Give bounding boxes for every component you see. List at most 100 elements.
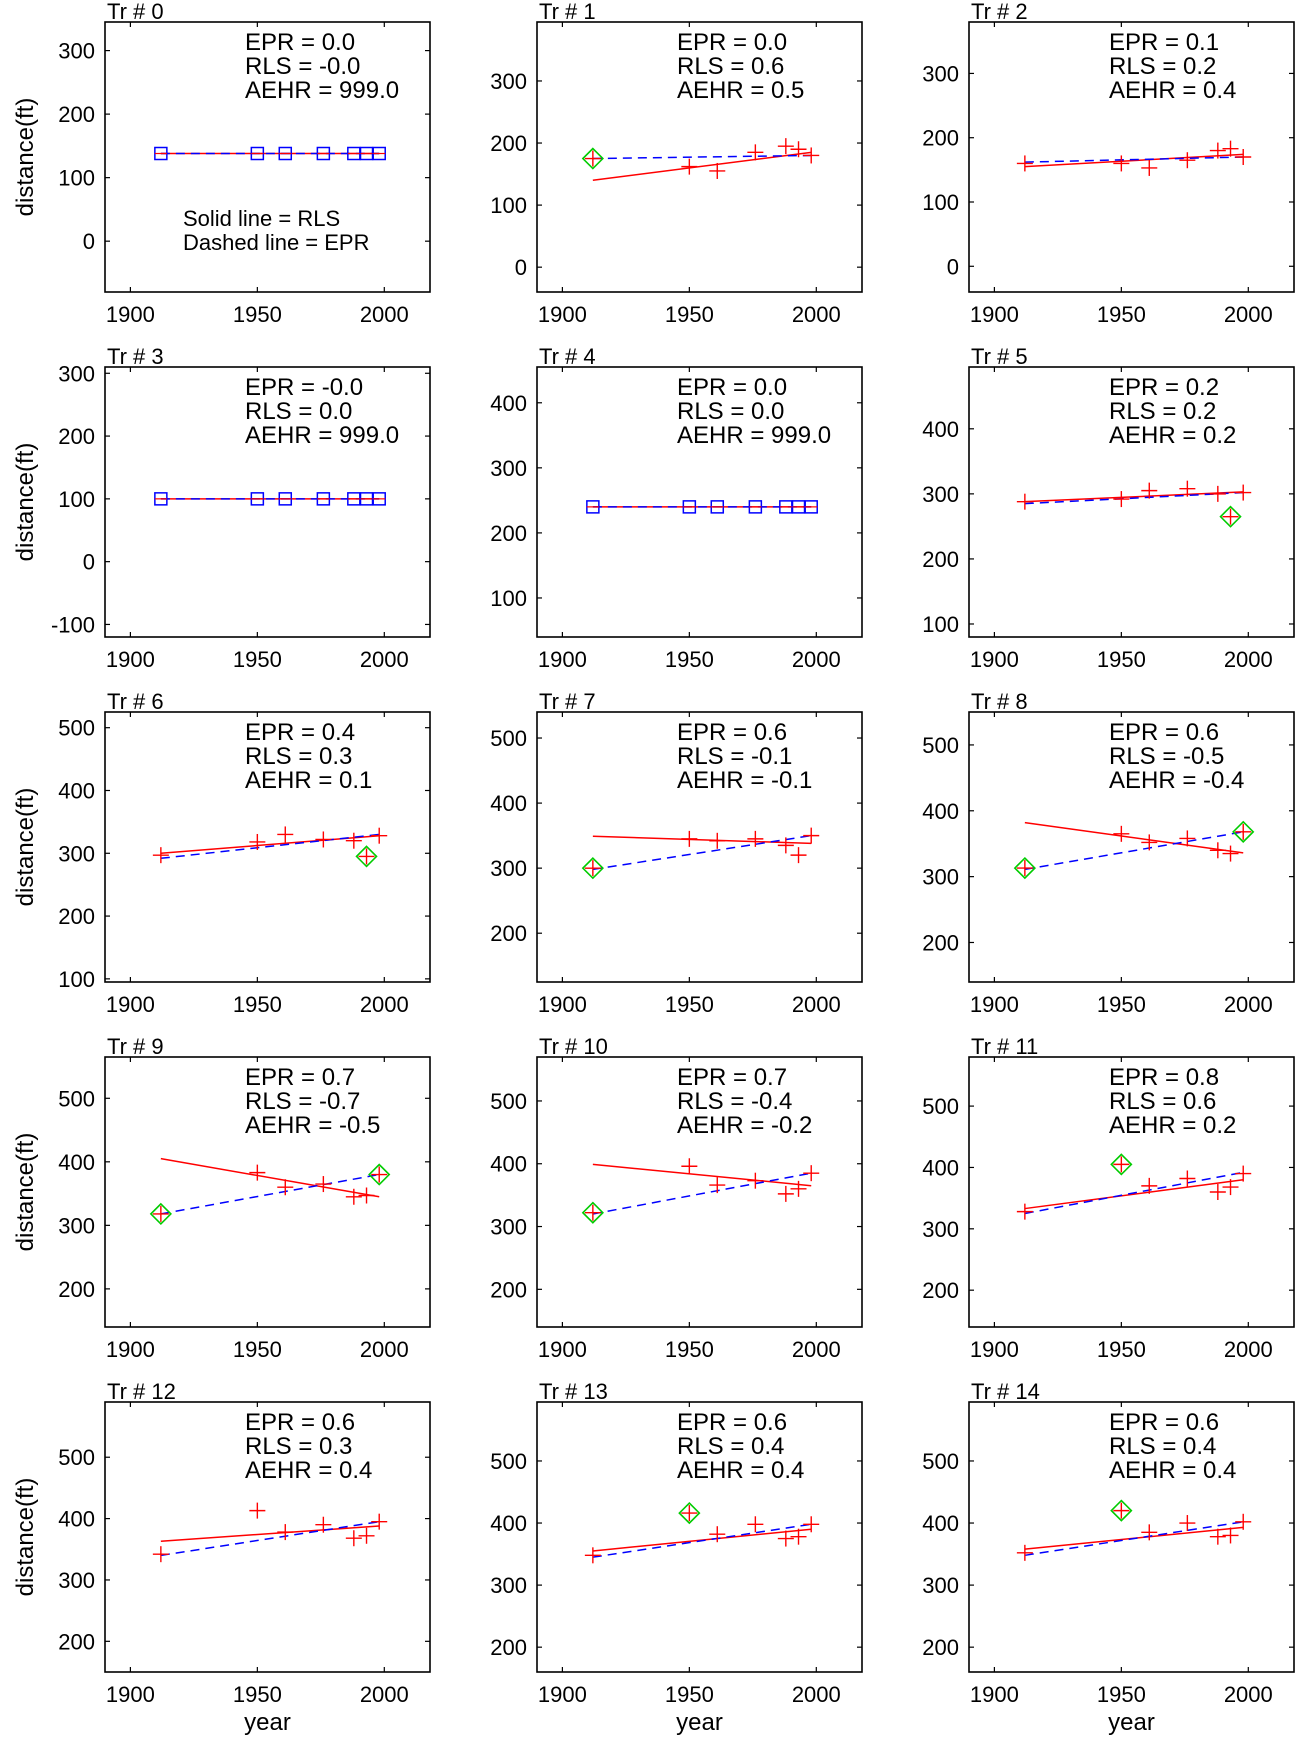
stat-label: RLS = 0.0 bbox=[677, 398, 784, 425]
stat-label: AEHR = 0.2 bbox=[1109, 422, 1236, 449]
y-tick-label: 300 bbox=[922, 865, 959, 890]
stat-label: EPR = 0.6 bbox=[1109, 719, 1219, 746]
stat-label: EPR = 0.4 bbox=[245, 719, 355, 746]
y-tick-label: 500 bbox=[58, 1445, 95, 1470]
plot-frame bbox=[104, 1401, 431, 1673]
epr-line bbox=[1024, 491, 1244, 505]
panel-title: Tr # 0 bbox=[107, 0, 164, 24]
y-tick-label: 400 bbox=[490, 391, 527, 416]
stat-label: RLS = 0.2 bbox=[1109, 53, 1216, 80]
rls-line bbox=[1024, 1178, 1244, 1210]
stat-label: EPR = 0.7 bbox=[245, 1064, 355, 1091]
panel-title: Tr # 14 bbox=[971, 1379, 1040, 1404]
x-tick-label: 2000 bbox=[360, 1337, 409, 1362]
y-tick-label: 200 bbox=[58, 1629, 95, 1654]
x-tick-label: 1950 bbox=[665, 302, 714, 327]
plot-frame bbox=[968, 711, 1295, 983]
y-tick-label: 400 bbox=[490, 791, 527, 816]
stat-label: EPR = 0.6 bbox=[677, 719, 787, 746]
x-tick-label: 1900 bbox=[970, 647, 1019, 672]
stat-label: EPR = 0.1 bbox=[1109, 29, 1219, 56]
rls-line bbox=[592, 151, 812, 182]
stat-label: AEHR = 999.0 bbox=[245, 77, 399, 104]
stat-label: EPR = 0.0 bbox=[677, 29, 787, 56]
data-point-diamond bbox=[355, 845, 378, 868]
epr-line bbox=[592, 834, 812, 871]
panel-title: Tr # 12 bbox=[107, 1379, 176, 1404]
x-tick-label: 1900 bbox=[970, 1337, 1019, 1362]
y-tick-label: 100 bbox=[490, 193, 527, 218]
data-point-diamond bbox=[581, 1201, 604, 1224]
stat-label: RLS = 0.6 bbox=[677, 53, 784, 80]
stat-label: EPR = 0.6 bbox=[245, 1409, 355, 1436]
stat-label: RLS = 0.3 bbox=[245, 1433, 352, 1460]
x-tick-label: 1950 bbox=[233, 647, 282, 672]
x-tick-label: 1900 bbox=[538, 1682, 587, 1707]
y-tick-label: 100 bbox=[58, 166, 95, 191]
panel-title: Tr # 11 bbox=[971, 1034, 1038, 1059]
y-tick-label: 300 bbox=[58, 39, 95, 64]
y-tick-label: 200 bbox=[58, 904, 95, 929]
y-tick-label: 400 bbox=[922, 417, 959, 442]
y-tick-label: 300 bbox=[922, 61, 959, 86]
epr-line bbox=[1024, 831, 1244, 871]
epr-line bbox=[1024, 156, 1244, 163]
epr-line bbox=[592, 1172, 812, 1215]
y-tick-label: 500 bbox=[490, 726, 527, 751]
y-axis-label: distance(ft) bbox=[12, 1478, 39, 1597]
y-tick-label: 400 bbox=[922, 799, 959, 824]
y-tick-label: 200 bbox=[490, 1277, 527, 1302]
y-tick-label: 200 bbox=[58, 1277, 95, 1302]
panel-title: Tr # 3 bbox=[107, 344, 164, 369]
data-point-diamond bbox=[1219, 505, 1242, 528]
plot-frame bbox=[968, 1056, 1295, 1328]
y-tick-label: 400 bbox=[58, 1507, 95, 1532]
data-point-diamond bbox=[581, 857, 604, 880]
stat-label: AEHR = 0.4 bbox=[1109, 1457, 1236, 1484]
y-tick-label: 300 bbox=[58, 361, 95, 386]
data-point-diamond bbox=[1110, 1153, 1133, 1176]
panel-title: Tr # 13 bbox=[539, 1379, 608, 1404]
x-tick-label: 2000 bbox=[360, 992, 409, 1017]
y-tick-label: 300 bbox=[490, 1573, 527, 1598]
x-tick-label: 1900 bbox=[538, 992, 587, 1017]
plot-frame bbox=[536, 1056, 863, 1328]
y-tick-label: 200 bbox=[490, 1635, 527, 1660]
plot-frame bbox=[968, 1401, 1295, 1673]
y-tick-label: 400 bbox=[922, 1511, 959, 1536]
stat-label: RLS = -0.4 bbox=[677, 1088, 792, 1115]
x-tick-label: 2000 bbox=[360, 1682, 409, 1707]
plot-frame bbox=[536, 366, 863, 638]
stat-label: RLS = -0.0 bbox=[245, 53, 360, 80]
x-tick-label: 1950 bbox=[1097, 647, 1146, 672]
x-tick-label: 2000 bbox=[792, 1682, 841, 1707]
x-tick-label: 1900 bbox=[106, 302, 155, 327]
stat-label: RLS = 0.0 bbox=[245, 398, 352, 425]
stat-label: EPR = 0.0 bbox=[245, 29, 355, 56]
y-tick-label: 300 bbox=[922, 1573, 959, 1598]
x-axis-label: year bbox=[676, 1709, 723, 1736]
y-tick-label: 400 bbox=[58, 778, 95, 803]
x-tick-label: 2000 bbox=[1224, 1337, 1273, 1362]
rls-line bbox=[1024, 821, 1244, 854]
x-tick-label: 2000 bbox=[360, 647, 409, 672]
rls-line bbox=[160, 1157, 380, 1198]
stat-label: AEHR = 0.4 bbox=[245, 1457, 372, 1484]
y-tick-label: 400 bbox=[58, 1150, 95, 1175]
stat-label: RLS = -0.7 bbox=[245, 1088, 360, 1115]
y-tick-label: 500 bbox=[58, 1086, 95, 1111]
stat-label: AEHR = -0.4 bbox=[1109, 767, 1244, 794]
y-tick-label: 500 bbox=[490, 1089, 527, 1114]
y-tick-label: 0 bbox=[83, 229, 95, 254]
x-tick-label: 1950 bbox=[233, 1682, 282, 1707]
y-tick-label: -100 bbox=[51, 612, 95, 637]
panel-title: Tr # 6 bbox=[107, 689, 164, 714]
epr-line bbox=[160, 1520, 380, 1557]
x-tick-label: 1950 bbox=[665, 1682, 714, 1707]
stat-label: EPR = 0.8 bbox=[1109, 1064, 1219, 1091]
